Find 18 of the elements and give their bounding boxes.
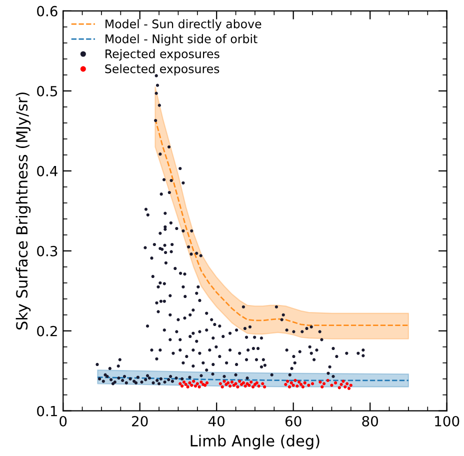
x-tick-label: 60 bbox=[285, 416, 302, 426]
y-tick-label: 0.3 bbox=[37, 246, 58, 256]
y-tick-label: 0.4 bbox=[37, 166, 58, 176]
y-tick-label: 0.5 bbox=[37, 86, 58, 96]
y-axis-title: Sky Surface Brightness (MJy/sr) bbox=[16, 92, 31, 330]
legend-label: Selected exposures bbox=[105, 64, 220, 76]
legend-label: Rejected exposures bbox=[106, 49, 220, 61]
legend-label: Model - Sun directly above bbox=[106, 19, 262, 31]
y-tick-label: 0.1 bbox=[37, 406, 57, 416]
x-tick-label: 100 bbox=[435, 416, 460, 426]
y-tick-label: 0.2 bbox=[37, 326, 57, 336]
x-axis-title: Limb Angle (deg) bbox=[190, 434, 320, 450]
x-tick-label: 20 bbox=[132, 416, 148, 426]
x-tick-label: 0 bbox=[60, 416, 67, 426]
x-tick-label: 80 bbox=[362, 416, 378, 426]
legend-label: Model - Night side of orbit bbox=[106, 34, 258, 46]
y-tick-label: 0.6 bbox=[37, 6, 58, 16]
x-tick-label: 40 bbox=[208, 416, 225, 426]
